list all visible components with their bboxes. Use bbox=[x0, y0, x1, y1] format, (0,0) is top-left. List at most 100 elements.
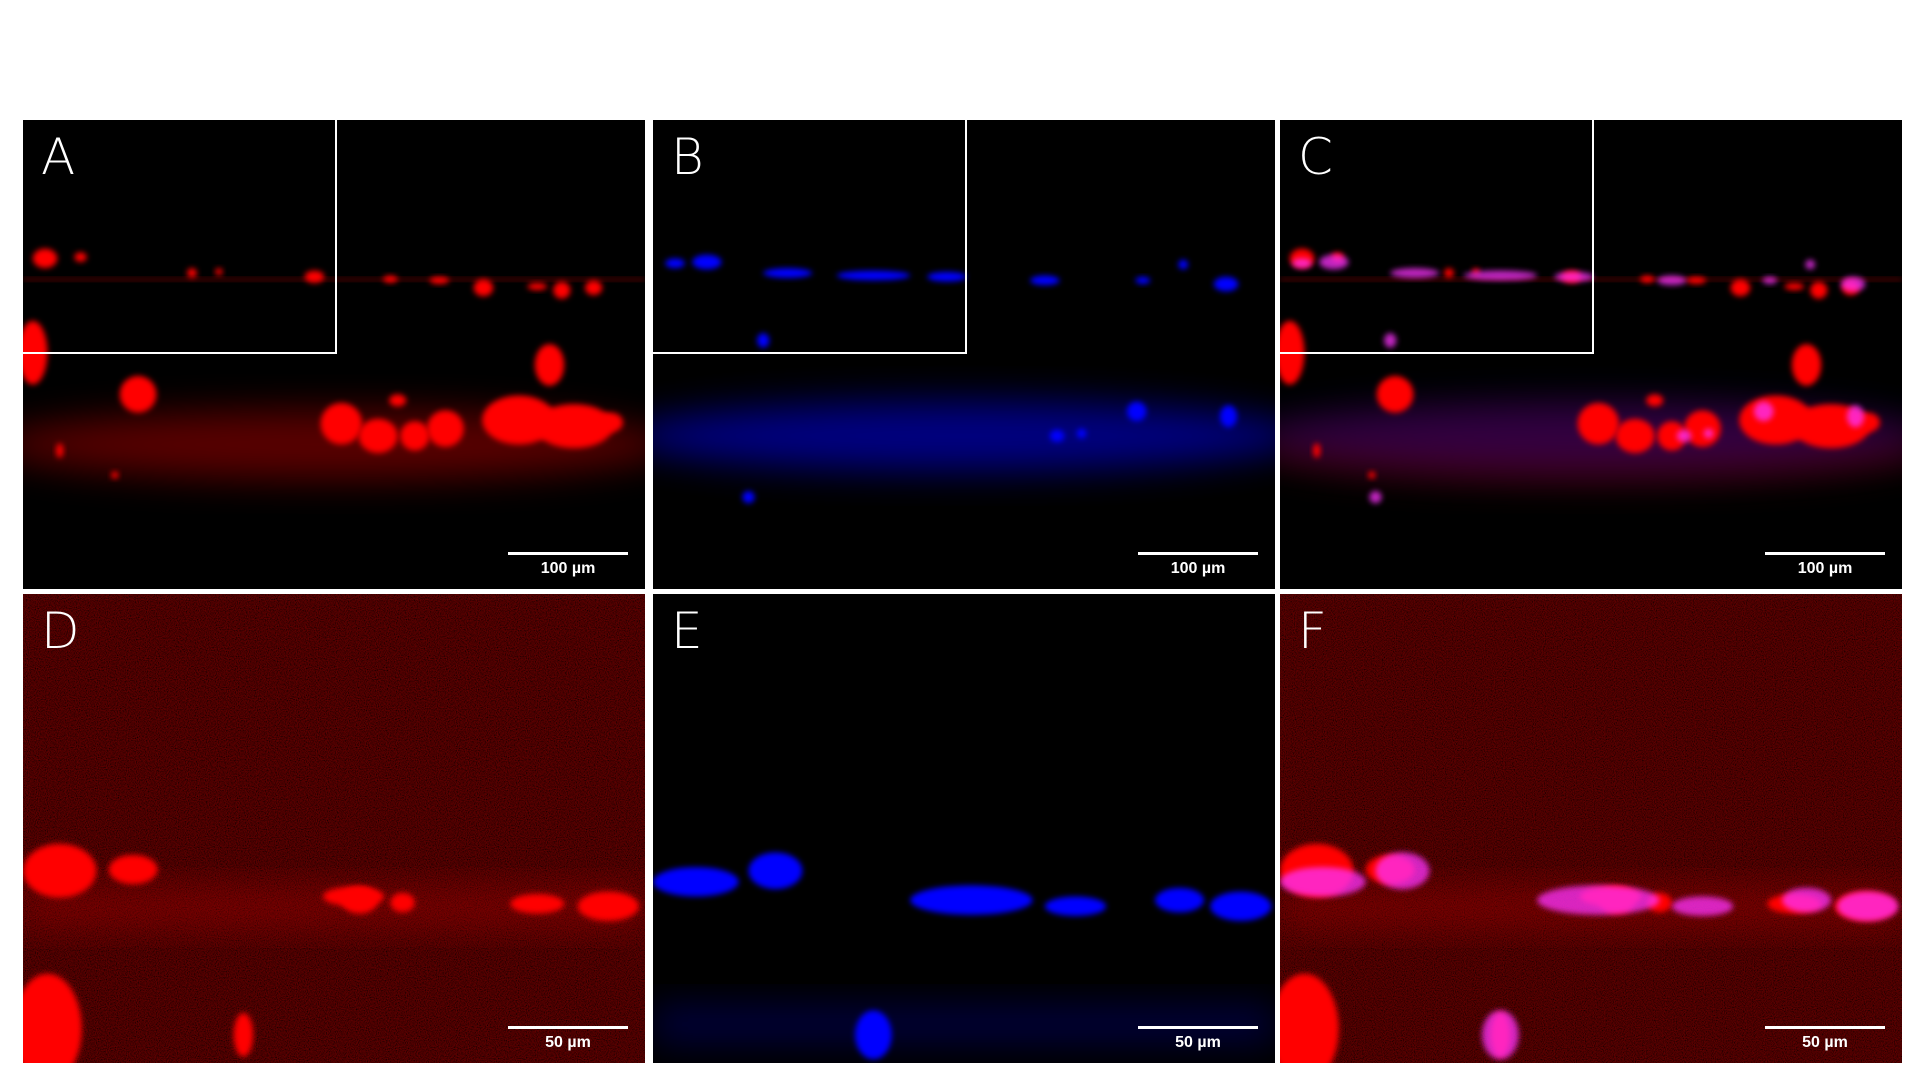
cell-nucleus bbox=[1076, 428, 1087, 439]
cell-nucleus bbox=[653, 867, 739, 897]
tissue-band bbox=[653, 1004, 1275, 1045]
cell-nucleus bbox=[1784, 282, 1805, 291]
cell-nucleus bbox=[32, 248, 58, 269]
cell-nucleus bbox=[1313, 443, 1321, 458]
cell-nucleus bbox=[187, 268, 197, 278]
panel-f: F 50 µm bbox=[1280, 594, 1902, 1063]
micrograph-red bbox=[23, 594, 645, 1063]
cell-nucleus bbox=[1463, 270, 1538, 281]
cell-nucleus bbox=[585, 280, 603, 296]
tissue-band bbox=[653, 400, 1275, 471]
tissue-line bbox=[23, 277, 645, 281]
tissue-line bbox=[1280, 277, 1902, 281]
panel-label: D bbox=[41, 602, 80, 660]
cell-nucleus bbox=[1646, 394, 1664, 407]
cell-nucleus bbox=[1368, 471, 1376, 479]
panel-c: C 100 µm bbox=[1280, 120, 1902, 589]
scale-bar bbox=[1138, 552, 1258, 555]
cell-nucleus bbox=[108, 854, 158, 885]
cell-nucleus bbox=[1657, 275, 1687, 286]
cell-nucleus bbox=[56, 443, 64, 458]
cell-nucleus bbox=[473, 279, 494, 297]
cell-nucleus bbox=[383, 275, 398, 283]
inset-box bbox=[1280, 120, 1594, 354]
cell-nucleus bbox=[1676, 429, 1692, 443]
cell-nucleus bbox=[23, 973, 82, 1063]
cell-nucleus bbox=[427, 410, 464, 447]
cell-nucleus bbox=[1791, 344, 1822, 386]
panel-d: D 50 µm bbox=[23, 594, 645, 1063]
cell-nucleus bbox=[1210, 891, 1272, 921]
cell-nucleus bbox=[429, 276, 450, 285]
inset-box bbox=[23, 120, 337, 354]
cell-nucleus bbox=[119, 375, 157, 413]
panel-label: C bbox=[1298, 128, 1333, 186]
cell-nucleus bbox=[1782, 887, 1832, 913]
cell-nucleus bbox=[390, 892, 415, 913]
cell-nucleus bbox=[742, 491, 755, 504]
scale-bar bbox=[508, 1026, 628, 1029]
noise-background bbox=[1280, 594, 1902, 1063]
cell-nucleus bbox=[1044, 896, 1107, 917]
cell-nucleus bbox=[1135, 276, 1151, 285]
scale-bar bbox=[1138, 1026, 1258, 1029]
scale-bar-label: 100 µm bbox=[540, 560, 596, 577]
micrograph-red bbox=[23, 248, 645, 480]
cell-nucleus bbox=[692, 254, 722, 270]
cell-nucleus bbox=[598, 412, 624, 433]
scale-bar bbox=[508, 552, 628, 555]
panel-b: B 100 µm bbox=[653, 120, 1275, 589]
cell-nucleus bbox=[1846, 405, 1865, 428]
cell-nucleus bbox=[1482, 1010, 1519, 1060]
cell-nucleus bbox=[341, 886, 379, 914]
cell-nucleus bbox=[304, 270, 325, 283]
cell-nucleus bbox=[1730, 279, 1751, 297]
cell-nucleus bbox=[1280, 867, 1366, 897]
cell-nucleus bbox=[1837, 891, 1899, 921]
cell-nucleus bbox=[1537, 885, 1660, 915]
scale-bar-label: 100 µm bbox=[1170, 560, 1226, 577]
cell-nucleus bbox=[358, 418, 398, 454]
cell-nucleus bbox=[1126, 401, 1147, 422]
cell-nucleus bbox=[1684, 410, 1721, 447]
cell-nucleus bbox=[748, 852, 803, 890]
cell-nucleus bbox=[1155, 887, 1205, 913]
cell-nucleus bbox=[927, 271, 967, 282]
inset-box bbox=[653, 120, 967, 354]
cell-nucleus bbox=[389, 394, 407, 407]
cell-nucleus bbox=[1292, 258, 1312, 269]
cell-nucleus bbox=[527, 282, 548, 291]
cell-nucleus bbox=[1615, 418, 1655, 454]
cell-nucleus bbox=[665, 258, 685, 269]
cell-nucleus bbox=[534, 404, 614, 449]
cell-nucleus bbox=[1219, 405, 1238, 428]
cell-nucleus bbox=[1686, 276, 1707, 285]
micrograph-merge bbox=[1280, 248, 1902, 504]
panel-e: E 50 µm bbox=[653, 594, 1275, 1063]
cell-nucleus bbox=[1280, 973, 1339, 1063]
cell-nucleus bbox=[320, 402, 363, 445]
cell-nucleus bbox=[1805, 259, 1816, 270]
micrograph-blue bbox=[653, 254, 1275, 504]
panel-label: A bbox=[41, 128, 76, 186]
cell-nucleus bbox=[1671, 896, 1734, 917]
cell-nucleus bbox=[1554, 271, 1594, 282]
scale-bar bbox=[1765, 552, 1885, 555]
cell-nucleus bbox=[1753, 401, 1774, 422]
cell-nucleus bbox=[1213, 276, 1239, 292]
cell-nucleus bbox=[1640, 275, 1655, 283]
cell-nucleus bbox=[1810, 281, 1828, 299]
cell-nucleus bbox=[910, 885, 1033, 915]
micrograph-blue bbox=[653, 852, 1275, 1060]
cell-nucleus bbox=[534, 344, 565, 386]
cell-nucleus bbox=[1762, 276, 1778, 285]
scale-bar-label: 50 µm bbox=[1175, 1034, 1221, 1051]
cell-nucleus bbox=[111, 471, 119, 479]
panel-label: E bbox=[671, 602, 703, 660]
scale-bar bbox=[1765, 1026, 1885, 1029]
cell-nucleus bbox=[1384, 333, 1397, 348]
cell-nucleus bbox=[757, 333, 770, 348]
cell-nucleus bbox=[1657, 421, 1687, 451]
panel-label: B bbox=[671, 128, 704, 186]
micrograph-merge bbox=[1280, 594, 1902, 1063]
